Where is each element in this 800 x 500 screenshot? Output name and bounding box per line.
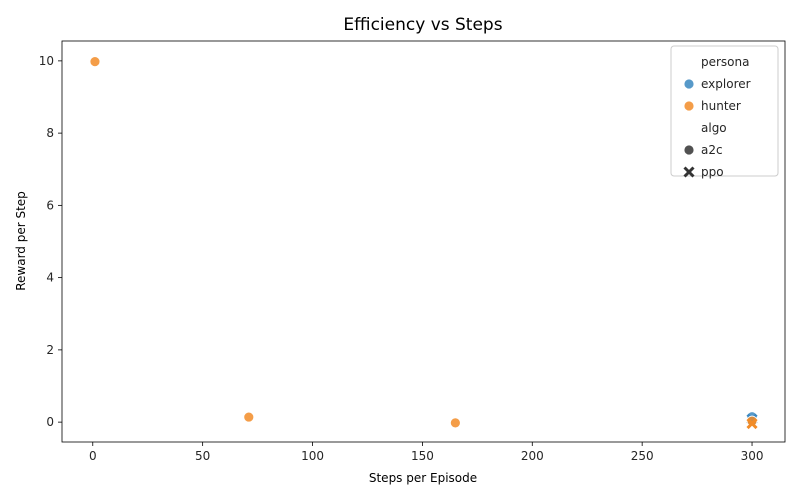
data-point [243, 411, 255, 423]
x-tick-label: 300 [741, 449, 764, 463]
legend-marker [683, 166, 695, 178]
legend-entry-label: a2c [701, 143, 723, 157]
x-tick-label: 50 [195, 449, 210, 463]
legend-marker [683, 144, 695, 156]
data-point [449, 417, 461, 429]
x-axis: 0 50 100 150 200 250 300 [89, 442, 764, 463]
x-tick-label: 150 [411, 449, 434, 463]
data-point [746, 415, 758, 427]
legend-marker [683, 100, 695, 112]
y-tick-label: 6 [46, 198, 54, 212]
y-tick-label: 4 [46, 271, 54, 285]
data-points [89, 56, 758, 430]
legend-marker [683, 78, 695, 90]
y-axis: 0 2 4 6 8 10 [39, 54, 62, 429]
chart-title: Efficiency vs Steps [343, 15, 502, 35]
legend-entry-label: explorer [701, 77, 751, 91]
legend-style-title: algo [701, 121, 727, 135]
legend-entry-label: hunter [701, 99, 741, 113]
y-tick-label: 8 [46, 126, 54, 140]
legend-box [670, 45, 779, 177]
y-tick-label: 2 [46, 343, 54, 357]
y-tick-label: 10 [39, 54, 54, 68]
y-axis-label: Reward per Step [14, 191, 28, 291]
data-point [89, 56, 101, 67]
x-tick-label: 0 [89, 449, 97, 463]
legend-hue-title: persona [701, 55, 750, 69]
legend-entry-label: ppo [701, 165, 724, 179]
plot-frame [61, 40, 786, 443]
x-tick-label: 200 [521, 449, 544, 463]
x-tick-label: 100 [301, 449, 324, 463]
data-point [746, 418, 758, 430]
x-axis-label: Steps per Episode [369, 471, 477, 485]
legend: persona explorer hunter algo a2c ppo [670, 45, 779, 179]
x-tick-label: 250 [631, 449, 654, 463]
y-tick-label: 0 [46, 415, 54, 429]
